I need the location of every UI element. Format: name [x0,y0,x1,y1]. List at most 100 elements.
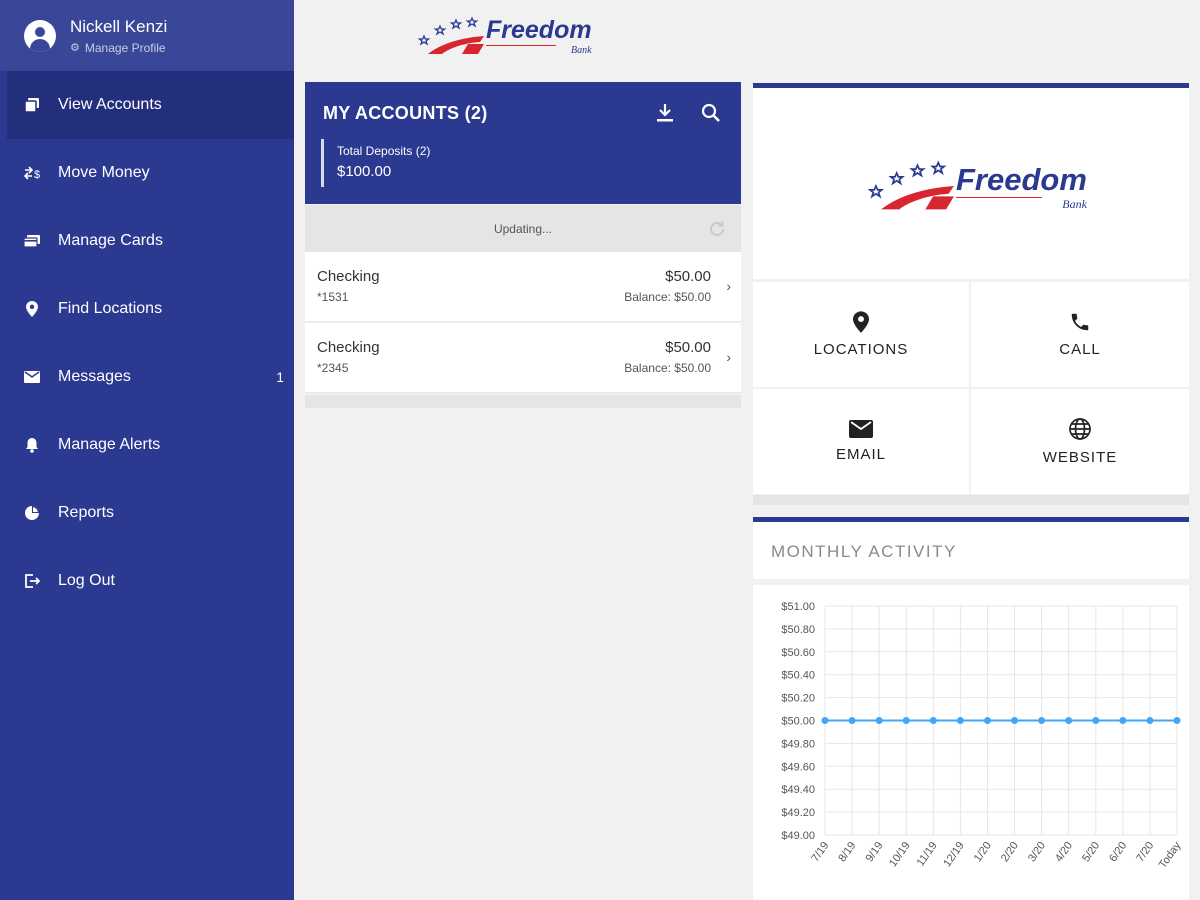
search-icon [701,103,720,122]
nav-item-view-accounts[interactable]: View Accounts [7,71,294,139]
location-pin-icon [24,301,40,317]
logout-icon [24,573,40,589]
nav-label: Move Money [58,164,150,181]
download-button[interactable] [652,100,678,126]
x-tick-label: 9/19 [863,840,885,864]
envelope-icon [849,420,873,438]
globe-icon [1069,418,1091,440]
y-tick-label: $50.40 [781,670,815,682]
accounts-header: MY ACCOUNTS (2) Total Deposits (2) $100.… [305,82,741,204]
nav-item-manage-alerts[interactable]: Manage Alerts [0,411,294,479]
data-point [1038,717,1046,724]
phone-icon [1071,313,1089,331]
envelope-icon [24,369,40,385]
data-point [1119,717,1127,724]
call-label: CALL [1059,341,1101,358]
nav-item-reports[interactable]: Reports [0,479,294,547]
svg-text:$: $ [34,169,40,180]
nav-label: Reports [58,504,115,521]
logo-brand: Freedom [956,161,1087,197]
data-point [848,717,856,724]
x-tick-label: 1/20 [972,840,994,864]
monthly-activity-header: MONTHLY ACTIVITY [753,517,1189,579]
nav-item-move-money[interactable]: $ Move Money [0,139,294,207]
x-tick-label: 2/20 [999,840,1021,864]
logo-sub: Bank [1062,197,1087,211]
data-point [1065,717,1073,724]
status-bar: Updating... [305,205,741,252]
account-balance: Balance: $50.00 [624,361,711,375]
x-tick-label: 10/19 [887,840,913,869]
account-number: *2345 [317,361,349,375]
call-tile[interactable]: CALL [971,282,1189,387]
refresh-icon [710,221,724,236]
x-tick-label: 11/19 [915,840,940,869]
x-tick-label: 8/19 [836,840,858,864]
data-point [1146,717,1154,724]
sidebar: Nickell Kenzi ⚙ Manage Profile View Acco… [0,0,294,900]
nav-item-messages[interactable]: Messages 1 [0,343,294,411]
search-button[interactable] [698,100,724,126]
total-deposits: Total Deposits (2) $100.00 [321,139,430,187]
account-row[interactable]: Checking *1531 $50.00 Balance: $50.00 › [305,252,741,322]
bell-icon [24,437,40,453]
monthly-activity-chart: $51.00 $50.80 $50.60 $50.40 $50.20 $50.00 $49.… [781,601,1183,871]
logo-brand: Freedom [486,16,592,44]
accounts-icon [24,97,40,113]
bank-logo-card: Freedom Bank [753,83,1189,279]
chevron-right-icon: › [726,349,731,365]
y-tick-label: $49.20 [781,807,815,819]
y-tick-label: $50.00 [781,716,815,728]
refresh-button[interactable] [705,217,729,241]
nav-item-log-out[interactable]: Log Out [0,547,294,615]
pie-chart-icon [24,505,40,521]
avatar-icon[interactable] [24,19,56,52]
data-point [956,717,964,724]
email-tile[interactable]: EMAIL [753,389,969,494]
nav-label: Find Locations [58,300,163,317]
accounts-title: MY ACCOUNTS (2) [323,103,488,123]
y-tick-label: $49.40 [781,784,815,796]
x-tick-label: 5/20 [1080,840,1102,864]
data-point [983,717,991,724]
monthly-activity-title: MONTHLY ACTIVITY [771,542,957,561]
status-text: Updating... [493,221,553,236]
total-deposits-amount: $100.00 [337,163,392,180]
y-tick-label: $49.00 [781,830,815,842]
account-balance: Balance: $50.00 [624,290,711,304]
website-label: WEBSITE [1042,449,1118,466]
transfer-icon: $ [24,165,40,181]
account-amount: $50.00 [665,268,711,285]
card-icon [24,233,40,249]
location-pin-icon [853,311,869,333]
account-amount: $50.00 [665,339,711,356]
account-name: Checking [317,339,380,356]
total-deposits-label: Total Deposits (2) [337,144,431,158]
gear-icon: ⚙ [70,42,80,54]
y-tick-label: $51.00 [781,601,815,613]
website-tile[interactable]: WEBSITE [971,389,1189,494]
locations-tile[interactable]: LOCATIONS [753,282,969,387]
y-tick-label: $49.80 [781,738,815,750]
header-logo: Freedom Bank [418,16,592,56]
x-tick-label: 6/20 [1107,840,1129,864]
data-point [1173,717,1181,724]
account-row[interactable]: Checking *2345 $50.00 Balance: $50.00 › [305,323,741,393]
profile-header: Nickell Kenzi ⚙ Manage Profile [0,0,294,71]
nav-item-find-locations[interactable]: Find Locations [0,275,294,343]
nav-item-manage-cards[interactable]: Manage Cards [0,207,294,275]
account-name: Checking [317,268,380,285]
nav-label: Messages [58,368,131,385]
logo-sub: Bank [571,45,592,56]
flag-swoosh-icon [418,16,484,54]
y-tick-label: $50.20 [781,693,815,705]
bank-logo: Freedom Bank [868,160,1087,212]
monthly-activity-chart-card: $51.00 $50.80 $50.60 $50.40 $50.20 $50.00 $49.… [753,585,1189,900]
profile-name: Nickell Kenzi [70,16,168,36]
data-point [1011,717,1019,724]
data-point [929,717,937,724]
account-number: *1531 [317,290,349,304]
manage-profile-link[interactable]: ⚙ Manage Profile [70,41,167,55]
data-point [875,717,883,724]
manage-profile-label: Manage Profile [84,40,166,55]
